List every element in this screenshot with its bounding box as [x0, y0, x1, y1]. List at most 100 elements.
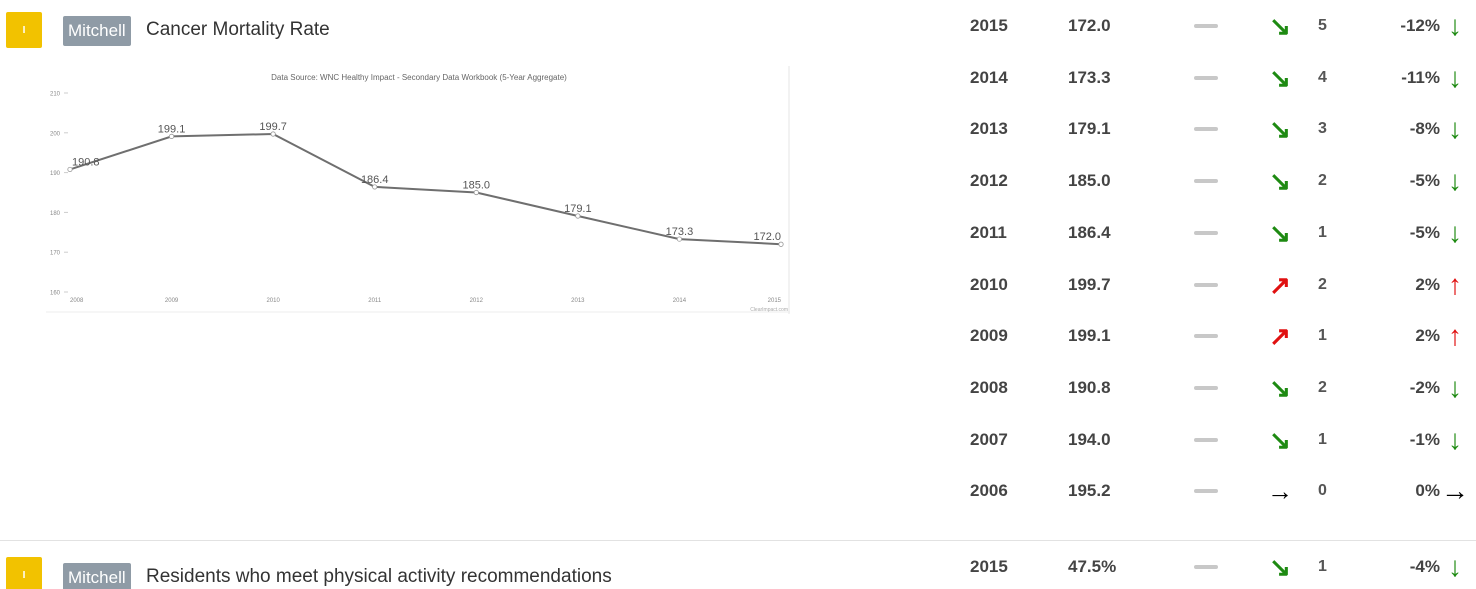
line-chart: Data Source: WNC Healthy Impact - Second…	[46, 66, 790, 314]
x-tick-label: 2012	[470, 298, 484, 304]
chart-svg: Data Source: WNC Healthy Impact - Second…	[46, 66, 790, 314]
target-dash	[1194, 283, 1218, 287]
percent-change: -4%	[1380, 541, 1440, 589]
indicator-cancer-mortality: I Mitchell Cancer Mortality Rate Data So…	[0, 0, 1476, 540]
history-row: 2007 194.0 ↘ 1 -1% ↓	[940, 414, 1476, 466]
row-value: 190.8	[1068, 362, 1148, 414]
change-down-icon: ↓	[1440, 414, 1470, 466]
trend-flat-icon: →	[1265, 465, 1295, 517]
row-value: 179.1	[1068, 103, 1148, 155]
x-tick-label: 2011	[368, 298, 382, 304]
change-down-icon: ↓	[1440, 0, 1470, 52]
percent-change: 2%	[1380, 259, 1440, 311]
trend-down-icon: ↘	[1265, 541, 1295, 589]
trend-down-icon: ↘	[1265, 207, 1295, 259]
location-tag[interactable]: Mitchell	[63, 563, 131, 589]
percent-change: -5%	[1380, 155, 1440, 207]
chart-title: Data Source: WNC Healthy Impact - Second…	[271, 73, 567, 82]
row-year: 2015	[970, 541, 1008, 589]
data-label: 172.0	[753, 231, 781, 243]
history-row: 2011 186.4 ↘ 1 -5% ↓	[940, 207, 1476, 259]
history-row: 2009 199.1 ↗ 1 2% ↑	[940, 310, 1476, 362]
history-row: 2013 179.1 ↘ 3 -8% ↓	[940, 103, 1476, 155]
row-value: 172.0	[1068, 0, 1148, 52]
data-label: 199.7	[259, 121, 287, 133]
change-flat-icon: →	[1440, 465, 1470, 517]
history-row: 2010 199.7 ↗ 2 2% ↑	[940, 259, 1476, 311]
change-down-icon: ↓	[1440, 362, 1470, 414]
y-tick-label: 200	[50, 131, 61, 137]
location-tag[interactable]: Mitchell	[63, 16, 131, 46]
target-dash	[1194, 76, 1218, 80]
percent-change: -5%	[1380, 207, 1440, 259]
row-year: 2008	[970, 362, 1008, 414]
x-tick-label: 2008	[70, 298, 84, 304]
trend-down-icon: ↘	[1265, 0, 1295, 52]
trend-count: 2	[1318, 155, 1327, 207]
target-dash	[1194, 24, 1218, 28]
row-year: 2007	[970, 414, 1008, 466]
history-row: 2008 190.8 ↘ 2 -2% ↓	[940, 362, 1476, 414]
row-year: 2010	[970, 259, 1008, 311]
y-tick-label: 170	[50, 251, 61, 257]
trend-count: 2	[1318, 362, 1327, 414]
trend-up-icon: ↗	[1265, 310, 1295, 362]
percent-change: 0%	[1380, 465, 1440, 517]
data-label: 186.4	[361, 174, 389, 186]
row-value: 199.7	[1068, 259, 1148, 311]
row-value: 195.2	[1068, 465, 1148, 517]
history-row: 2015 172.0 ↘ 5 -12% ↓	[940, 0, 1476, 52]
percent-change: -2%	[1380, 362, 1440, 414]
target-dash	[1194, 127, 1218, 131]
x-tick-label: 2013	[571, 298, 585, 304]
change-down-icon: ↓	[1440, 207, 1470, 259]
indicator-physical-activity: I Mitchell Residents who meet physical a…	[0, 540, 1476, 589]
target-dash	[1194, 334, 1218, 338]
change-down-icon: ↓	[1440, 52, 1470, 104]
data-label: 179.1	[564, 203, 592, 215]
trend-count: 3	[1318, 103, 1327, 155]
history-row: 2012 185.0 ↘ 2 -5% ↓	[940, 155, 1476, 207]
row-value: 194.0	[1068, 414, 1148, 466]
target-dash	[1194, 386, 1218, 390]
row-year: 2009	[970, 310, 1008, 362]
row-year: 2006	[970, 465, 1008, 517]
y-tick-label: 180	[50, 211, 61, 217]
trend-down-icon: ↘	[1265, 52, 1295, 104]
percent-change: -11%	[1380, 52, 1440, 104]
row-year: 2013	[970, 103, 1008, 155]
target-dash	[1194, 489, 1218, 493]
row-year: 2014	[970, 52, 1008, 104]
percent-change: -12%	[1380, 0, 1440, 52]
x-tick-label: 2010	[266, 298, 280, 304]
row-value: 186.4	[1068, 207, 1148, 259]
target-dash	[1194, 179, 1218, 183]
row-value: 185.0	[1068, 155, 1148, 207]
row-year: 2011	[970, 207, 1007, 259]
indicator-title[interactable]: Residents who meet physical activity rec…	[146, 562, 612, 589]
trend-count: 0	[1318, 465, 1327, 517]
row-year: 2015	[970, 0, 1008, 52]
data-label: 185.0	[463, 180, 491, 192]
trend-count: 1	[1318, 207, 1327, 259]
change-up-icon: ↑	[1440, 310, 1470, 362]
history-row: 2015 47.5% ↘ 1 -4% ↓	[940, 541, 1476, 589]
y-tick-label: 160	[50, 291, 61, 297]
row-value: 47.5%	[1068, 541, 1148, 589]
x-tick-label: 2015	[768, 298, 782, 304]
trend-count: 1	[1318, 310, 1327, 362]
percent-change: -1%	[1380, 414, 1440, 466]
indicator-title[interactable]: Cancer Mortality Rate	[146, 15, 330, 45]
target-dash	[1194, 438, 1218, 442]
data-label: 190.8	[72, 156, 100, 168]
indicator-type-badge[interactable]: I	[6, 557, 42, 589]
target-dash	[1194, 231, 1218, 235]
row-year: 2012	[970, 155, 1008, 207]
trend-count: 5	[1318, 0, 1327, 52]
percent-change: -8%	[1380, 103, 1440, 155]
history-row: 2006 195.2 → 0 0% →	[940, 465, 1476, 517]
row-value: 199.1	[1068, 310, 1148, 362]
x-tick-label: 2014	[673, 298, 687, 304]
indicator-type-badge[interactable]: I	[6, 12, 42, 48]
change-down-icon: ↓	[1440, 103, 1470, 155]
